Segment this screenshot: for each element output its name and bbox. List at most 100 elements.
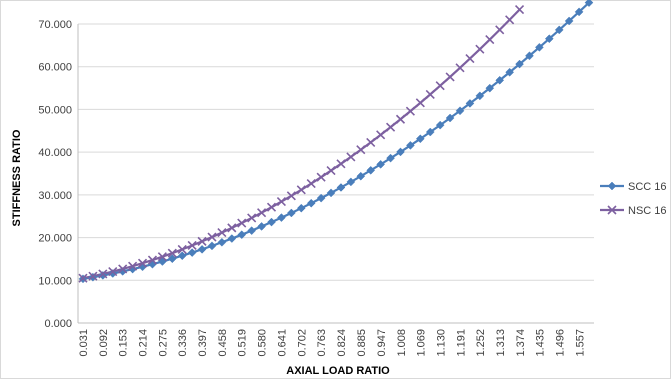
data-point-nsc-16 bbox=[88, 271, 98, 281]
data-point-nsc-16 bbox=[366, 137, 376, 147]
x-tick-label: 0.397 bbox=[197, 329, 209, 357]
x-tick-label: 1.313 bbox=[495, 329, 507, 357]
y-tick-label: 70.000 bbox=[38, 19, 72, 31]
data-point-scc-16 bbox=[98, 271, 108, 280]
data-point-scc-16 bbox=[227, 234, 237, 243]
data-point-nsc-16 bbox=[197, 236, 207, 246]
x-tick-label: 0.336 bbox=[177, 329, 189, 357]
legend: SCC 16 NSC 16 bbox=[600, 181, 667, 217]
data-point-scc-16 bbox=[564, 16, 574, 26]
data-point-nsc-16 bbox=[237, 218, 247, 228]
x-tick-label: 0.092 bbox=[98, 329, 110, 357]
data-point-scc-16 bbox=[296, 203, 306, 213]
data-point-nsc-16 bbox=[257, 208, 267, 218]
data-point-nsc-16 bbox=[395, 114, 406, 124]
x-tick-label: 1.252 bbox=[475, 329, 487, 357]
data-point-nsc-16 bbox=[108, 267, 118, 277]
data-point-scc-16 bbox=[316, 193, 326, 203]
x-tick-label: 1.130 bbox=[436, 329, 448, 357]
data-point-scc-16 bbox=[207, 241, 217, 251]
data-point-scc-16 bbox=[376, 160, 386, 169]
data-point-scc-16 bbox=[108, 269, 118, 278]
data-point-nsc-16 bbox=[137, 258, 148, 268]
data-point-scc-16 bbox=[247, 226, 257, 235]
data-point-nsc-16 bbox=[286, 191, 296, 201]
series-line-scc-16 bbox=[82, 1, 590, 280]
y-axis-label: STIFFNESS RATIO bbox=[11, 129, 23, 226]
x-tick-label: 1.069 bbox=[416, 329, 428, 357]
data-point-scc-16 bbox=[544, 34, 554, 44]
data-point-nsc-16 bbox=[207, 232, 217, 242]
x-tick-label: 0.824 bbox=[336, 329, 348, 357]
data-point-scc-16 bbox=[118, 267, 128, 276]
data-point-scc-16 bbox=[554, 25, 564, 35]
data-point-scc-16 bbox=[326, 188, 336, 198]
x-tick-label: 0.702 bbox=[296, 329, 308, 357]
data-point-scc-16 bbox=[217, 237, 227, 247]
legend-marker-nsc-16 bbox=[607, 205, 617, 215]
data-point-nsc-16 bbox=[495, 25, 505, 35]
data-point-nsc-16 bbox=[247, 213, 257, 223]
data-point-nsc-16 bbox=[455, 63, 465, 73]
data-point-scc-16 bbox=[505, 67, 514, 77]
data-point-nsc-16 bbox=[118, 264, 128, 274]
data-point-nsc-16 bbox=[435, 81, 445, 91]
data-point-scc-16 bbox=[286, 208, 296, 218]
data-point-nsc-16 bbox=[514, 5, 525, 15]
data-point-nsc-16 bbox=[475, 44, 485, 54]
data-point-scc-16 bbox=[187, 248, 197, 257]
x-tick-label: 1.374 bbox=[515, 329, 527, 357]
data-point-scc-16 bbox=[465, 99, 475, 108]
data-point-scc-16 bbox=[386, 153, 395, 163]
data-point-scc-16 bbox=[336, 183, 346, 192]
legend-marker-scc-16 bbox=[607, 181, 617, 191]
x-tick-label: 0.519 bbox=[237, 329, 249, 357]
data-point-scc-16 bbox=[356, 171, 366, 181]
y-tick-label: 0.000 bbox=[44, 318, 72, 330]
data-point-nsc-16 bbox=[266, 202, 277, 212]
x-tick-label: 0.947 bbox=[376, 329, 388, 357]
data-point-scc-16 bbox=[455, 106, 465, 116]
x-tick-label: 1.435 bbox=[535, 329, 547, 357]
data-point-nsc-16 bbox=[167, 248, 177, 258]
x-tick-label: 1.557 bbox=[574, 329, 586, 357]
tick-labels: 0.000 10.000 20.000 30.000 40.000 50.000 60.00… bbox=[38, 19, 586, 357]
data-point-nsc-16 bbox=[336, 159, 346, 169]
data-point-nsc-16 bbox=[405, 106, 415, 116]
legend-label-scc-16: SCC 16 bbox=[628, 181, 667, 193]
data-point-nsc-16 bbox=[485, 34, 495, 45]
data-point-scc-16 bbox=[515, 59, 524, 69]
data-point-scc-16 bbox=[485, 83, 495, 93]
x-tick-label: 0.885 bbox=[356, 329, 368, 357]
x-tick-label: 0.275 bbox=[157, 329, 169, 357]
x-tick-label: 0.031 bbox=[78, 329, 90, 357]
x-tick-label: 0.153 bbox=[118, 329, 130, 357]
data-point-scc-16 bbox=[267, 217, 276, 227]
data-point-nsc-16 bbox=[356, 145, 366, 155]
data-point-nsc-16 bbox=[376, 130, 386, 140]
x-tick-label: 1.008 bbox=[396, 329, 408, 357]
data-point-nsc-16 bbox=[465, 54, 475, 64]
data-point-nsc-16 bbox=[157, 252, 167, 262]
data-point-scc-16 bbox=[584, 0, 594, 7]
data-point-scc-16 bbox=[306, 198, 316, 208]
x-tick-label: 0.763 bbox=[316, 329, 328, 357]
data-point-nsc-16 bbox=[386, 122, 396, 132]
data-point-nsc-16 bbox=[346, 152, 356, 162]
data-point-scc-16 bbox=[445, 113, 455, 123]
data-point-nsc-16 bbox=[98, 269, 108, 279]
data-point-scc-16 bbox=[435, 120, 445, 130]
data-point-scc-16 bbox=[574, 7, 584, 17]
data-point-scc-16 bbox=[425, 127, 435, 137]
data-point-nsc-16 bbox=[445, 72, 455, 82]
x-axis-label: AXIAL LOAD RATIO bbox=[286, 365, 390, 377]
data-point-nsc-16 bbox=[505, 15, 515, 25]
data-point-scc-16 bbox=[475, 91, 485, 101]
data-point-nsc-16 bbox=[217, 228, 227, 238]
data-point-nsc-16 bbox=[296, 185, 306, 195]
data-point-nsc-16 bbox=[316, 172, 326, 182]
data-point-scc-16 bbox=[177, 251, 187, 261]
y-tick-label: 40.000 bbox=[38, 147, 72, 159]
